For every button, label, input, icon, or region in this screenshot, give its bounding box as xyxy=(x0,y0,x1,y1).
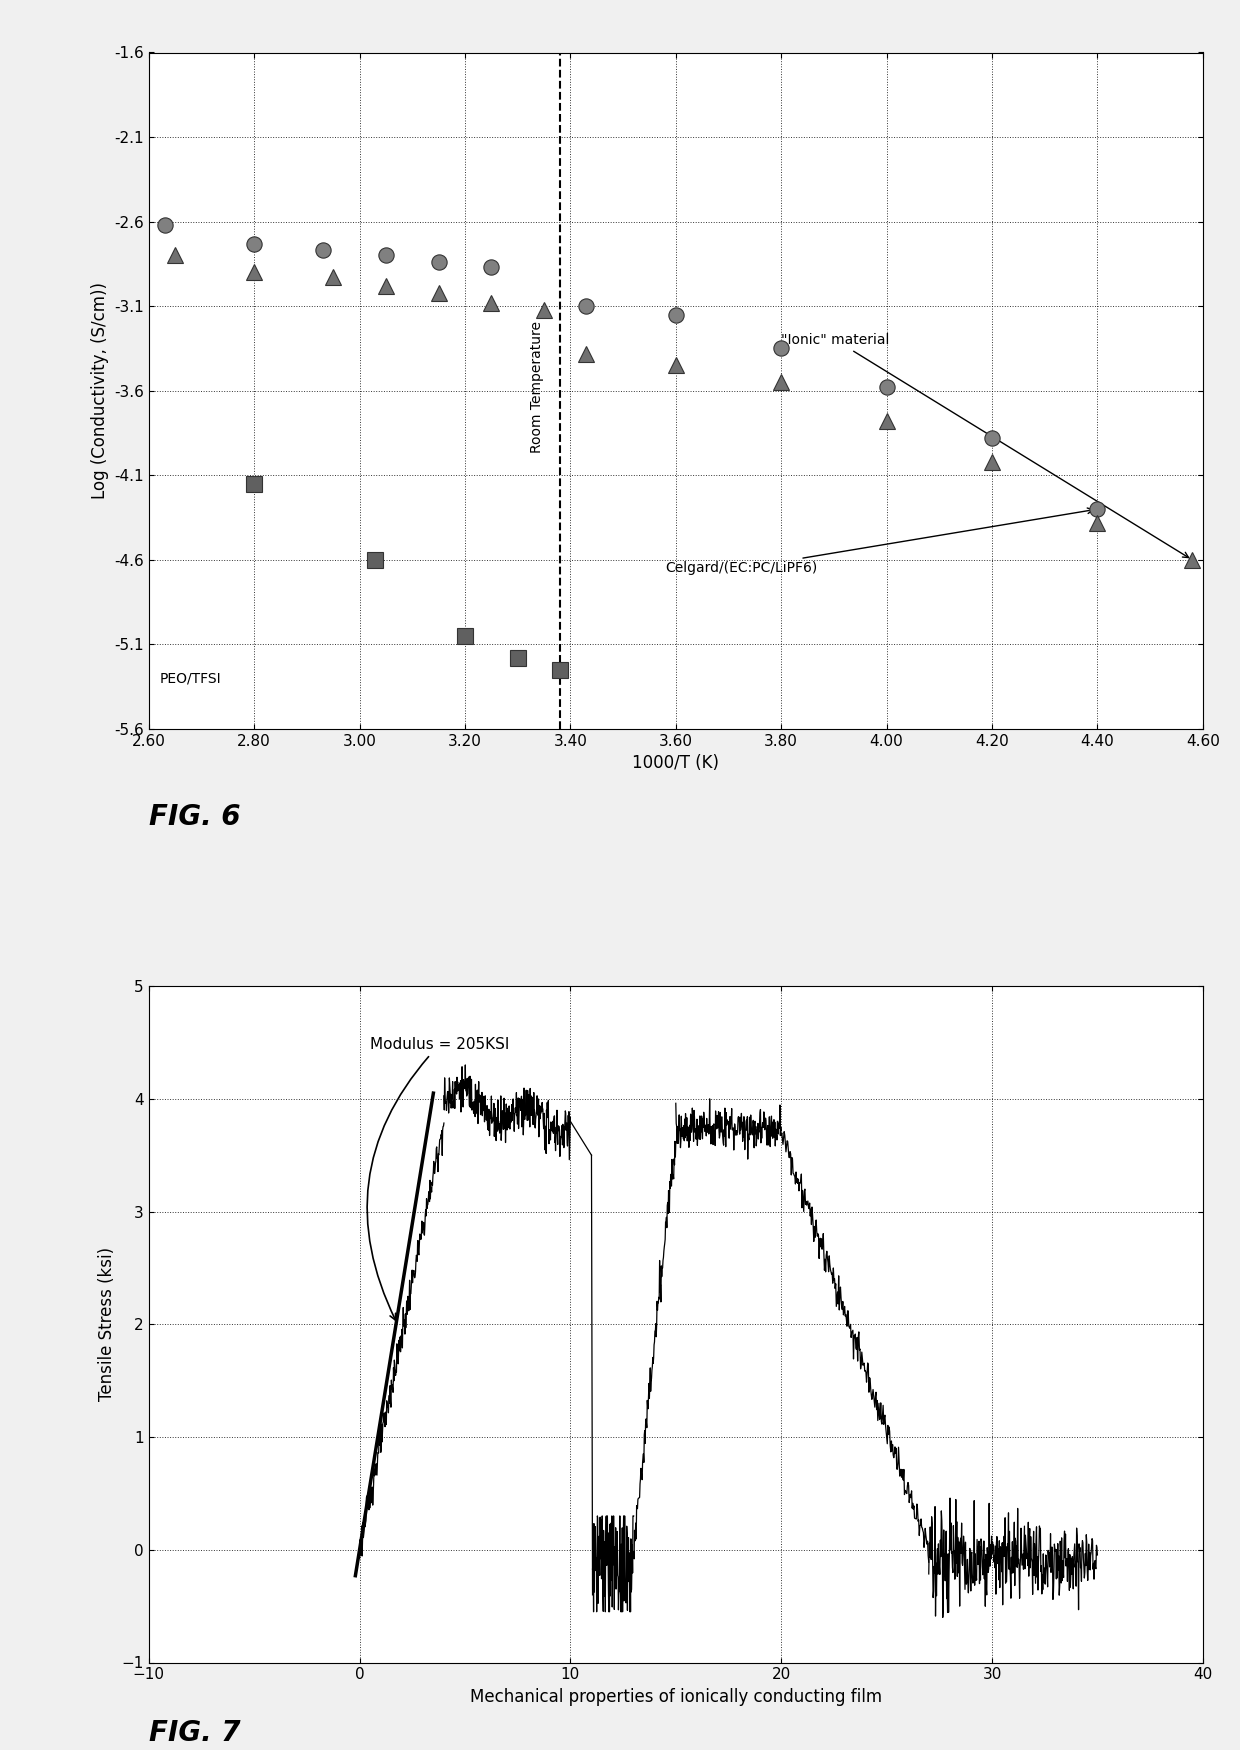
Text: Modulus = 205KSI: Modulus = 205KSI xyxy=(367,1036,510,1320)
Text: FIG. 7: FIG. 7 xyxy=(149,1718,241,1746)
X-axis label: Mechanical properties of ionically conducting film: Mechanical properties of ionically condu… xyxy=(470,1689,882,1706)
Text: Celgard/(EC:PC/LiPF6): Celgard/(EC:PC/LiPF6) xyxy=(666,507,1094,576)
Text: "Ionic" material: "Ionic" material xyxy=(781,332,1189,558)
Y-axis label: Log (Conductivity, (S/cm)): Log (Conductivity, (S/cm)) xyxy=(91,282,109,499)
Text: PEO/TFSI: PEO/TFSI xyxy=(160,672,221,686)
Text: FIG. 6: FIG. 6 xyxy=(149,803,241,831)
Y-axis label: Tensile Stress (ksi): Tensile Stress (ksi) xyxy=(98,1248,117,1402)
X-axis label: 1000/T (K): 1000/T (K) xyxy=(632,754,719,772)
Text: Room Temperature: Room Temperature xyxy=(529,322,544,453)
